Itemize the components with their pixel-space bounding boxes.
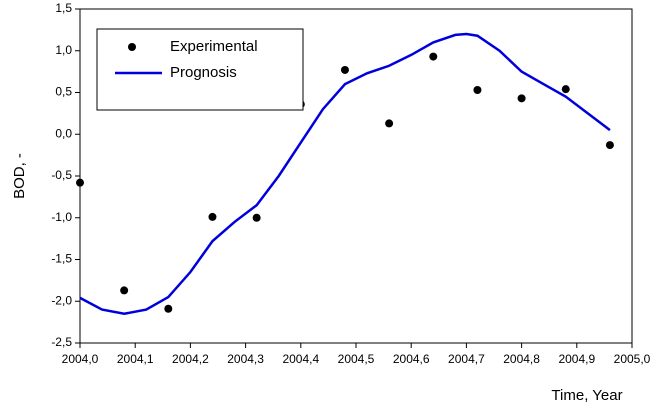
data-point [385,119,394,128]
y-tick-label: 0,0 [55,126,72,140]
x-tick-label: 2004,3 [227,352,264,366]
y-tick-label: -0,5 [51,168,72,182]
y-tick-label: -1,0 [51,210,72,224]
data-point [76,178,84,187]
x-tick-label: 2004,6 [393,352,430,366]
x-tick-label: 2004,7 [448,352,485,366]
y-axis-label: BOD, - [11,153,28,199]
data-point [208,212,217,221]
prognosis-line [79,32,611,316]
legend-marker [128,43,136,51]
data-point [252,213,261,222]
legend-label: Experimental [170,38,258,55]
y-tick-label: -2,5 [51,335,72,349]
x-tick-label: 2004,5 [338,352,375,366]
y-tick-label: 1,5 [55,1,72,15]
legend-box [96,28,304,111]
y-tick-label: 1,0 [55,43,72,57]
x-tick-label: 2004,4 [282,352,319,366]
x-axis-label: Time, Year [551,387,622,404]
data-point [340,65,349,74]
y-tick-label: -1,5 [51,252,72,266]
y-tick-label: -2,0 [51,293,72,307]
x-tick-label: 2004,2 [172,352,209,366]
x-tick-label: 2004,1 [117,352,154,366]
x-tick-label: 2004,9 [558,352,595,366]
data-point [473,85,482,94]
x-tick-label: 2005,0 [614,352,651,366]
x-tick-label: 2004,0 [62,352,99,366]
data-point [120,286,129,295]
y-tick-label: 0,5 [55,85,72,99]
data-point [605,141,614,150]
data-point [561,85,570,94]
data-point [429,52,438,61]
data-point [517,94,526,103]
legend-label: Prognosis [170,64,237,81]
x-tick-label: 2004,8 [503,352,540,366]
data-point [164,304,173,313]
